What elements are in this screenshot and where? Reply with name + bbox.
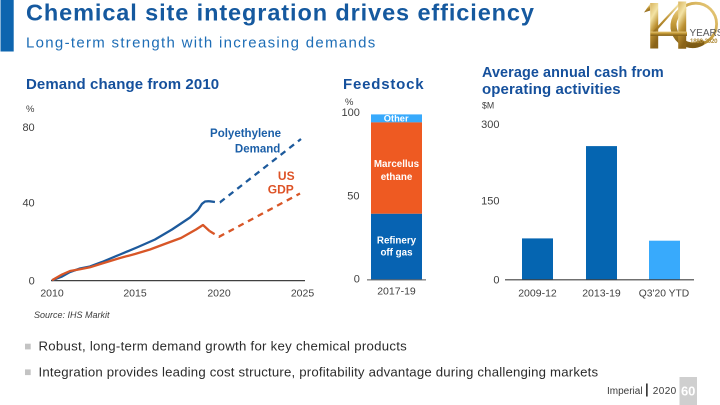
svg-text:Refinery: Refinery	[377, 236, 417, 247]
svg-text:Source: IHS Markit: Source: IHS Markit	[34, 310, 110, 320]
svg-text:Demand: Demand	[235, 143, 280, 155]
svg-text:2009-12: 2009-12	[518, 287, 557, 299]
svg-text:YEARS: YEARS	[690, 28, 720, 39]
svg-text:Polyethylene: Polyethylene	[210, 128, 281, 140]
svg-text:Feedstock: Feedstock	[343, 76, 424, 93]
svg-text:2017-19: 2017-19	[377, 285, 416, 297]
svg-text:2020: 2020	[207, 287, 231, 299]
svg-text:0: 0	[354, 274, 360, 286]
svg-text:2010: 2010	[40, 287, 64, 299]
svg-text:Other: Other	[384, 113, 409, 123]
svg-text:%: %	[345, 97, 354, 108]
svg-text:40: 40	[22, 197, 34, 209]
svg-text:150: 150	[481, 196, 499, 208]
svg-text:60: 60	[681, 384, 695, 399]
svg-text:Imperial: Imperial	[607, 386, 643, 397]
svg-text:operating activities: operating activities	[482, 81, 621, 98]
svg-text:Robust, long-term demand growt: Robust, long-term demand growth for key …	[39, 339, 408, 354]
svg-text:US: US	[278, 169, 295, 183]
svg-text:0: 0	[493, 274, 499, 286]
svg-text:Chemical site integration driv: Chemical site integration drives efficie…	[26, 0, 535, 26]
svg-text:Long-term strength with increa: Long-term strength with increasing deman…	[26, 35, 377, 52]
svg-text:Marcellus: Marcellus	[374, 159, 420, 170]
svg-text:Q3'20 YTD: Q3'20 YTD	[639, 288, 689, 299]
svg-text:2015: 2015	[123, 287, 147, 299]
svg-text:$M: $M	[482, 101, 494, 111]
svg-text:80: 80	[22, 122, 34, 134]
svg-text:Demand change from 2010: Demand change from 2010	[26, 76, 219, 93]
svg-text:ethane: ethane	[381, 172, 413, 183]
svg-text:2020: 2020	[653, 386, 677, 397]
svg-text:100: 100	[342, 107, 360, 119]
svg-text:300: 300	[481, 119, 499, 131]
svg-text:1880-2020: 1880-2020	[690, 38, 718, 45]
svg-text:GDP: GDP	[268, 183, 294, 197]
svg-text:off gas: off gas	[380, 247, 413, 258]
svg-text:50: 50	[347, 190, 359, 202]
svg-text:2013-19: 2013-19	[582, 287, 621, 299]
svg-text:Integration provides leading c: Integration provides leading cost struct…	[39, 365, 599, 380]
svg-text:Average annual cash from: Average annual cash from	[482, 65, 664, 81]
svg-text:%: %	[26, 104, 35, 115]
svg-text:2025: 2025	[291, 287, 315, 299]
svg-text:0: 0	[29, 275, 35, 287]
